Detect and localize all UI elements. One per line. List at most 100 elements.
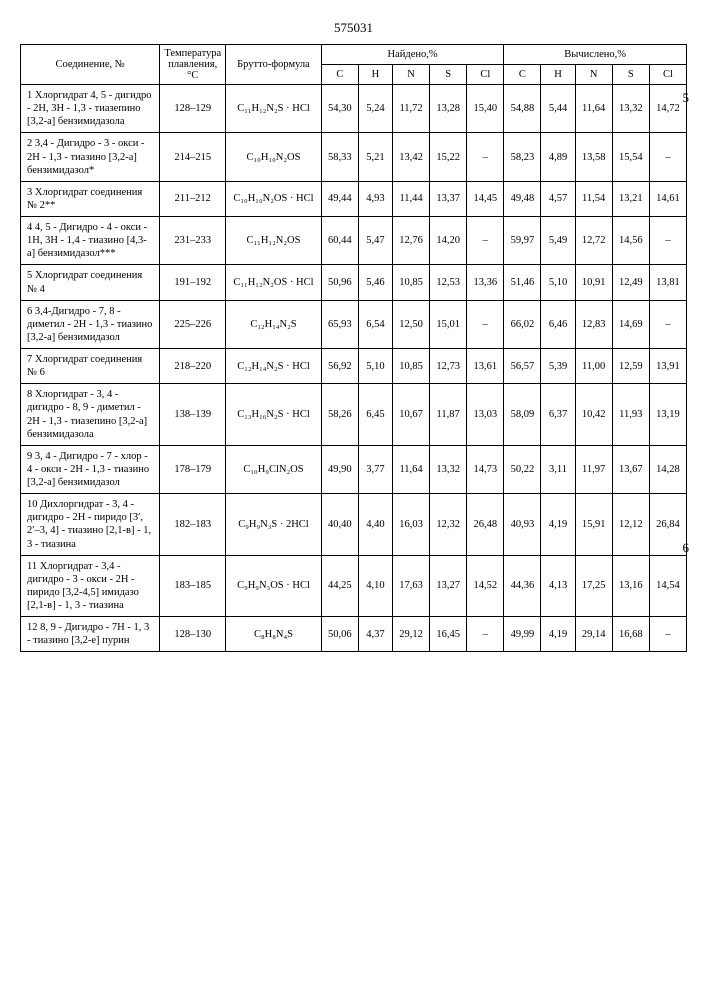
cell-found-n: 17,63 [393, 555, 430, 617]
cell-calc-cl: 13,91 [649, 349, 686, 384]
cell-found-s: 12,53 [430, 265, 467, 300]
cell-temp: 183–185 [160, 555, 226, 617]
cell-temp: 182–183 [160, 494, 226, 556]
cell-calc-c: 56,57 [504, 349, 541, 384]
cell-name: 9 3, 4 - Дигидро - 7 - хлор - 4 - окси -… [21, 445, 160, 493]
table-row: 10 Дихлоргидрат - 3, 4 - дигидро - 2Н - … [21, 494, 687, 556]
cell-found-cl: 14,73 [467, 445, 504, 493]
cell-found-s: 12,73 [430, 349, 467, 384]
cell-found-h: 4,40 [358, 494, 392, 556]
cell-calc-s: 13,32 [612, 85, 649, 133]
cell-found-cl: 26,48 [467, 494, 504, 556]
cell-found-cl: – [467, 617, 504, 652]
cell-temp: 138–139 [160, 384, 226, 446]
cell-found-cl: – [467, 300, 504, 348]
cell-temp: 128–130 [160, 617, 226, 652]
table-row: 2 3,4 - Дигидро - 3 - окси - 2Н - 1,3 - … [21, 133, 687, 181]
cell-name: 8 Хлоргидрат - 3, 4 - дигидро - 8, 9 - д… [21, 384, 160, 446]
page-container: 575031 5 6 Соединение, № Температура пла… [20, 20, 687, 652]
cell-found-s: 13,32 [430, 445, 467, 493]
cell-calc-s: 13,67 [612, 445, 649, 493]
cell-found-n: 11,72 [393, 85, 430, 133]
cell-found-cl: 13,61 [467, 349, 504, 384]
cell-calc-n: 11,97 [575, 445, 612, 493]
cell-found-h: 5,47 [358, 217, 392, 265]
cell-calc-n: 12,72 [575, 217, 612, 265]
cell-formula: C₁₂H₁₄N₂S [226, 300, 322, 348]
cell-formula: C₁₁H₁₂N₂OS [226, 217, 322, 265]
cell-formula: C₁₁H₁₂N₂OS · HCl [226, 265, 322, 300]
cell-calc-n: 11,64 [575, 85, 612, 133]
cell-name: 12 8, 9 - Дигидро - 7Н - 1, 3 - тиазино … [21, 617, 160, 652]
cell-found-h: 4,93 [358, 181, 392, 216]
cell-temp: 178–179 [160, 445, 226, 493]
cell-name: 4 4, 5 - Дигидро - 4 - окси - 1Н, 3Н - 1… [21, 217, 160, 265]
cell-found-c: 56,92 [321, 349, 358, 384]
cell-name: 11 Хлоргидрат - 3,4 - дигидро - 3 - окси… [21, 555, 160, 617]
cell-found-cl: – [467, 133, 504, 181]
cell-calc-h: 6,46 [541, 300, 575, 348]
header-temp: Температура плавления, °С [160, 45, 226, 85]
table-row: 9 3, 4 - Дигидро - 7 - хлор - 4 - окси -… [21, 445, 687, 493]
cell-found-c: 49,44 [321, 181, 358, 216]
cell-calc-n: 13,58 [575, 133, 612, 181]
table-row: 8 Хлоргидрат - 3, 4 - дигидро - 8, 9 - д… [21, 384, 687, 446]
cell-found-c: 54,30 [321, 85, 358, 133]
header-found-s: S [430, 65, 467, 85]
cell-calc-c: 44,36 [504, 555, 541, 617]
margin-label-5: 5 [683, 90, 690, 106]
cell-temp: 214–215 [160, 133, 226, 181]
cell-temp: 231–233 [160, 217, 226, 265]
header-calc-cl: Cl [649, 65, 686, 85]
cell-calc-c: 51,46 [504, 265, 541, 300]
cell-calc-s: 12,12 [612, 494, 649, 556]
cell-calc-h: 4,13 [541, 555, 575, 617]
cell-calc-s: 13,16 [612, 555, 649, 617]
cell-found-h: 4,37 [358, 617, 392, 652]
cell-calc-c: 40,93 [504, 494, 541, 556]
cell-calc-n: 10,91 [575, 265, 612, 300]
cell-calc-n: 29,14 [575, 617, 612, 652]
cell-found-c: 40,40 [321, 494, 358, 556]
cell-found-s: 13,28 [430, 85, 467, 133]
cell-calc-h: 3,11 [541, 445, 575, 493]
table-body: 1 Хлоргидрат 4, 5 - дигидро - 2Н, 3Н - 1… [21, 85, 687, 652]
header-calc-c: C [504, 65, 541, 85]
cell-calc-s: 15,54 [612, 133, 649, 181]
cell-calc-h: 5,39 [541, 349, 575, 384]
cell-calc-cl: – [649, 217, 686, 265]
cell-calc-n: 17,25 [575, 555, 612, 617]
cell-found-c: 44,25 [321, 555, 358, 617]
header-calc-n: N [575, 65, 612, 85]
cell-found-h: 6,54 [358, 300, 392, 348]
cell-calc-c: 54,88 [504, 85, 541, 133]
cell-name: 7 Хлоргидрат соединения № 6 [21, 349, 160, 384]
cell-calc-c: 59,97 [504, 217, 541, 265]
cell-calc-s: 11,93 [612, 384, 649, 446]
cell-found-h: 5,10 [358, 349, 392, 384]
cell-found-c: 58,33 [321, 133, 358, 181]
table-row: 11 Хлоргидрат - 3,4 - дигидро - 3 - окси… [21, 555, 687, 617]
cell-found-n: 11,44 [393, 181, 430, 216]
cell-name: 1 Хлоргидрат 4, 5 - дигидро - 2Н, 3Н - 1… [21, 85, 160, 133]
cell-found-s: 15,22 [430, 133, 467, 181]
cell-calc-c: 58,23 [504, 133, 541, 181]
table-row: 4 4, 5 - Дигидро - 4 - окси - 1Н, 3Н - 1… [21, 217, 687, 265]
cell-formula: C₉H₉N₃S · 2HCl [226, 494, 322, 556]
cell-calc-c: 66,02 [504, 300, 541, 348]
cell-formula: C₁₀H₁₀N₂OS [226, 133, 322, 181]
cell-calc-h: 4,19 [541, 617, 575, 652]
cell-found-cl: 13,03 [467, 384, 504, 446]
header-found-h: H [358, 65, 392, 85]
header-found-cl: Cl [467, 65, 504, 85]
cell-temp: 225–226 [160, 300, 226, 348]
cell-found-c: 50,96 [321, 265, 358, 300]
cell-name: 6 3,4-Дигидро - 7, 8 - диметил - 2Н - 1,… [21, 300, 160, 348]
cell-found-c: 58,26 [321, 384, 358, 446]
cell-calc-n: 15,91 [575, 494, 612, 556]
table-row: 6 3,4-Дигидро - 7, 8 - диметил - 2Н - 1,… [21, 300, 687, 348]
cell-formula: C₁₁H₁₂N₂S · HCl [226, 85, 322, 133]
cell-found-c: 50,06 [321, 617, 358, 652]
cell-found-s: 13,27 [430, 555, 467, 617]
cell-found-cl: 13,36 [467, 265, 504, 300]
